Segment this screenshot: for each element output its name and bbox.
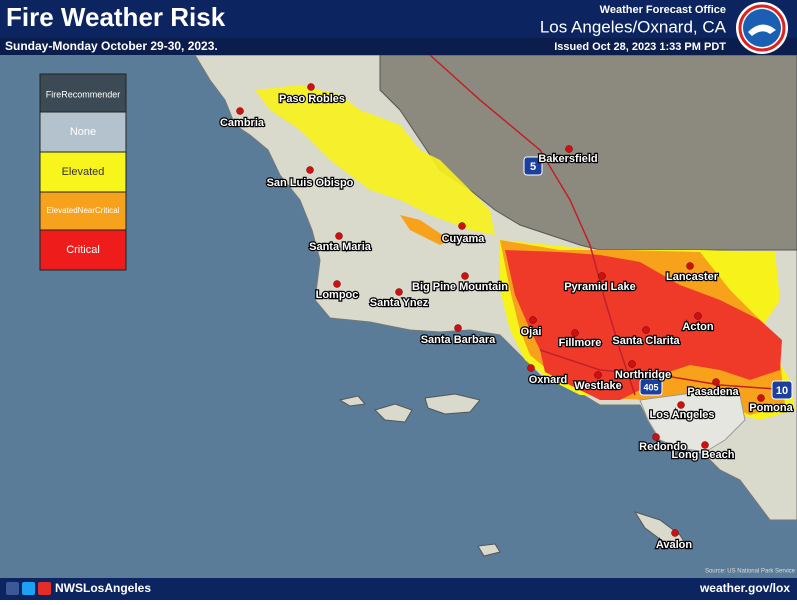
city-dot bbox=[686, 262, 694, 270]
nws-logo bbox=[736, 2, 788, 54]
city-dot bbox=[677, 401, 685, 409]
island bbox=[477, 543, 501, 557]
highway-number: 10 bbox=[776, 385, 788, 397]
city-label: Bakersfield bbox=[538, 153, 597, 165]
road bbox=[429, 54, 636, 396]
city-label: Santa Ynez bbox=[370, 297, 429, 309]
footer-bar bbox=[0, 578, 797, 600]
legend-title: FireRecommender bbox=[46, 89, 121, 99]
subtitle: Sunday-Monday October 29-30, 2023. bbox=[5, 39, 218, 53]
title: Fire Weather Risk bbox=[6, 2, 226, 32]
city-dot bbox=[694, 312, 702, 320]
island bbox=[633, 511, 689, 549]
city-label: Santa Maria bbox=[309, 241, 372, 253]
highway-shield: 5 bbox=[523, 156, 543, 176]
city-dot bbox=[594, 371, 602, 379]
city-dot bbox=[335, 232, 343, 240]
legend-label: None bbox=[70, 126, 96, 138]
legend: FireRecommender None Elevated ElevatedNe… bbox=[39, 73, 127, 271]
city-label: Acton bbox=[682, 321, 713, 333]
social-handle[interactable]: NWSLosAngeles bbox=[55, 581, 151, 595]
legend-swatch bbox=[39, 151, 127, 193]
youtube-icon[interactable] bbox=[38, 582, 51, 595]
city-dot bbox=[307, 83, 315, 91]
road bbox=[539, 349, 791, 391]
city-dot bbox=[529, 316, 537, 324]
city-dot bbox=[642, 326, 650, 334]
city-dot bbox=[565, 145, 573, 153]
city-label: Pyramid Lake bbox=[564, 281, 636, 293]
legend-label: Critical bbox=[66, 244, 100, 256]
city-label: Long Beach bbox=[672, 449, 735, 461]
city-dot bbox=[306, 166, 314, 174]
twitter-icon[interactable] bbox=[22, 582, 35, 595]
legend-label: Elevated bbox=[62, 166, 105, 178]
elevated-near-critical-area bbox=[400, 215, 450, 245]
urban-area bbox=[639, 391, 746, 453]
highway-shield: 10 bbox=[771, 380, 793, 400]
city-dot bbox=[757, 394, 765, 402]
city-label: San Luis Obispo bbox=[267, 177, 354, 189]
subheader-bar bbox=[0, 38, 797, 55]
highway-number: 405 bbox=[643, 382, 658, 392]
city-label: Santa Barbara bbox=[421, 334, 496, 346]
city-dot bbox=[527, 364, 535, 372]
city-label: Cambria bbox=[220, 117, 265, 129]
city-label: Lompoc bbox=[316, 289, 359, 301]
city-label: Westlake bbox=[574, 380, 622, 392]
island bbox=[338, 395, 366, 407]
city-label: Big Pine Mountain bbox=[412, 281, 508, 293]
location: Los Angeles/Oxnard, CA bbox=[540, 17, 727, 36]
header-bar bbox=[0, 0, 797, 38]
city-label: Pasadena bbox=[687, 386, 739, 398]
city-label: Cuyama bbox=[442, 233, 486, 245]
city-dot bbox=[598, 272, 606, 280]
city-dot bbox=[236, 107, 244, 115]
legend-swatch bbox=[39, 229, 127, 271]
facebook-icon[interactable] bbox=[6, 582, 19, 595]
city-label: Oxnard bbox=[529, 374, 568, 386]
city-label: Lancaster bbox=[666, 271, 719, 283]
island bbox=[424, 393, 481, 415]
highway-number: 5 bbox=[530, 161, 536, 173]
issued: Issued Oct 28, 2023 1:33 PM PDT bbox=[554, 41, 726, 53]
critical-area bbox=[505, 250, 782, 400]
source-note: Source: US National Park Service bbox=[705, 569, 796, 575]
city-dot bbox=[461, 272, 469, 280]
elevated-area bbox=[255, 85, 495, 235]
city-label: Redondo bbox=[639, 441, 687, 453]
city-dot bbox=[652, 433, 660, 441]
island bbox=[374, 403, 413, 423]
city-dot bbox=[333, 280, 341, 288]
city-label: Paso Robles bbox=[279, 93, 345, 105]
city-dot bbox=[628, 360, 636, 368]
legend-label: ElevatedNearCritical bbox=[47, 206, 120, 215]
city-layer: Paso Robles Cambria San Luis Obispo Bakersf… bbox=[219, 83, 795, 552]
website[interactable]: weather.gov/lox bbox=[699, 581, 790, 595]
city-label: Ojai bbox=[521, 326, 542, 338]
city-label: Pomona bbox=[749, 402, 793, 414]
city-dot bbox=[701, 441, 709, 449]
city-label: Avalon bbox=[656, 539, 693, 551]
city-dot bbox=[712, 378, 720, 386]
city-label: Northridge bbox=[615, 369, 671, 381]
city-dot bbox=[671, 529, 679, 537]
city-dot bbox=[395, 288, 403, 296]
city-dot bbox=[454, 324, 462, 332]
legend-swatch bbox=[39, 191, 127, 231]
city-label: Fillmore bbox=[559, 337, 602, 349]
legend-header bbox=[39, 73, 127, 113]
city-dot bbox=[571, 329, 579, 337]
city-label: Santa Clarita bbox=[612, 335, 680, 347]
highway-shield: 405 bbox=[639, 378, 663, 396]
office: Weather Forecast Office bbox=[600, 4, 726, 16]
city-label: Los Angeles bbox=[650, 409, 715, 421]
city-dot bbox=[458, 222, 466, 230]
